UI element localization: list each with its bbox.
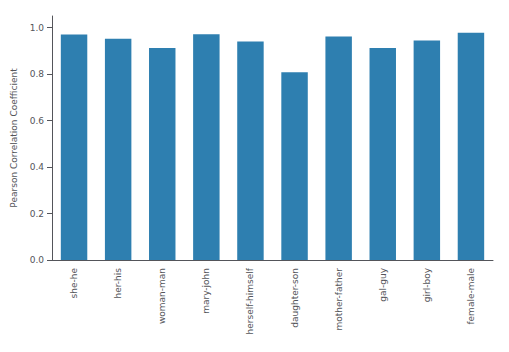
svg-text:0.2: 0.2 [30, 209, 44, 219]
svg-text:she-he: she-he [69, 268, 79, 299]
svg-text:gal-guy: gal-guy [378, 267, 388, 301]
svg-text:Pearson Correlation Coefficien: Pearson Correlation Coefficient [9, 68, 19, 208]
svg-text:her-his: her-his [113, 268, 123, 299]
svg-text:0.0: 0.0 [30, 255, 45, 265]
svg-text:female-male: female-male [466, 268, 476, 325]
svg-text:0.8: 0.8 [30, 69, 45, 79]
svg-text:mary-john: mary-john [201, 268, 211, 314]
svg-text:mother-father: mother-father [334, 268, 344, 331]
svg-text:0.4: 0.4 [30, 162, 45, 172]
svg-text:1.0: 1.0 [30, 23, 45, 33]
svg-text:herself-himself: herself-himself [245, 267, 255, 334]
svg-text:woman-man: woman-man [157, 268, 167, 324]
svg-text:0.6: 0.6 [30, 116, 45, 126]
svg-text:daughter-son: daughter-son [290, 268, 300, 328]
svg-text:girl-boy: girl-boy [422, 267, 432, 302]
